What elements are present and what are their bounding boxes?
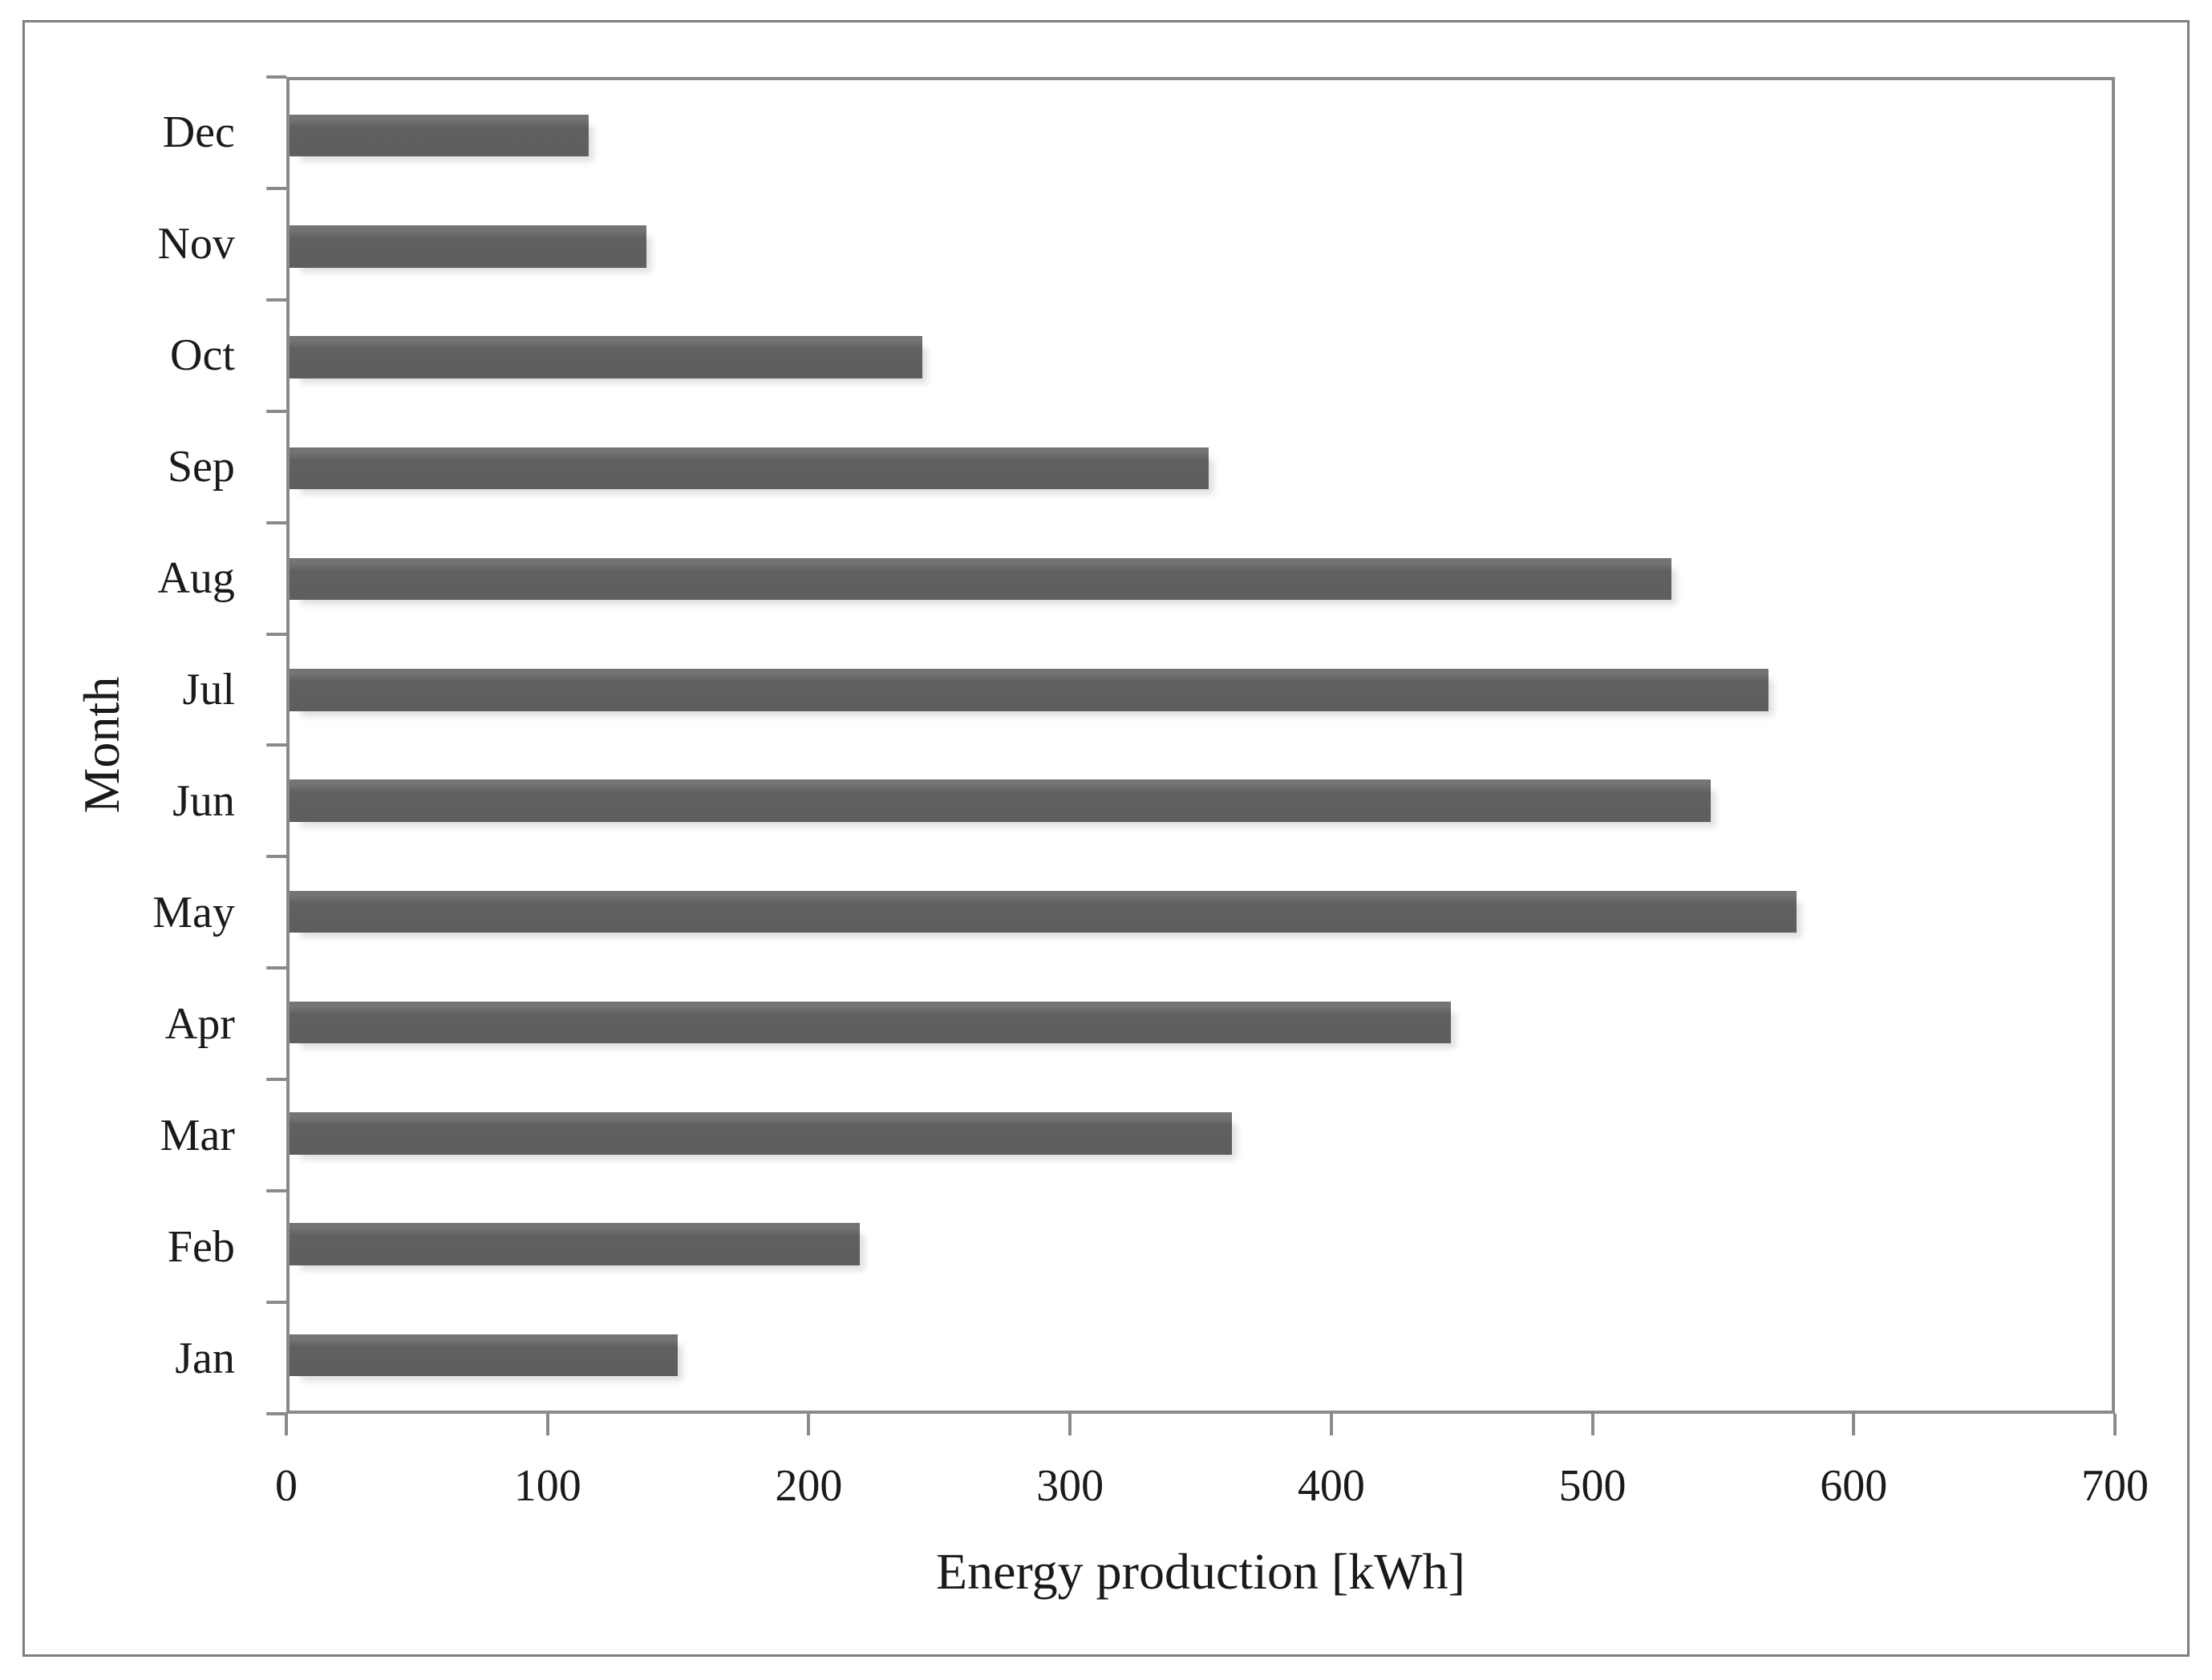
y-axis-tick [266, 409, 286, 413]
y-axis-tick [266, 1301, 286, 1305]
x-axis-tick [2113, 1413, 2117, 1436]
y-axis-title: Month [72, 677, 130, 814]
y-tick-label-may: May [152, 887, 235, 937]
bar-sep [289, 447, 1209, 490]
x-tick-label: 100 [513, 1461, 581, 1512]
bar-may [289, 890, 1797, 933]
y-axis-tick [266, 1189, 286, 1193]
bar-apr [289, 1001, 1451, 1044]
x-axis-tick [1329, 1413, 1333, 1436]
x-tick-label: 400 [1297, 1461, 1365, 1512]
y-tick-label-dec: Dec [162, 107, 235, 158]
bar-nov [289, 225, 646, 268]
y-tick-label-apr: Apr [164, 998, 235, 1049]
bar-oct [289, 336, 922, 379]
y-tick-label-mar: Mar [160, 1110, 235, 1160]
y-axis-tick [266, 298, 286, 302]
y-axis-tick [266, 855, 286, 859]
x-tick-label: 700 [2080, 1461, 2149, 1512]
x-axis-title: Energy production [kWh] [936, 1542, 1465, 1600]
bar-feb [289, 1223, 860, 1265]
y-axis-tick [266, 186, 286, 190]
x-tick-label: 300 [1036, 1461, 1104, 1512]
figure-border [22, 20, 2190, 1657]
x-axis-tick [1852, 1413, 1856, 1436]
bar-mar [289, 1112, 1232, 1155]
bar-jun [289, 779, 1712, 822]
bar-dec [289, 114, 589, 157]
y-tick-label-feb: Feb [167, 1221, 235, 1272]
y-axis-tick [266, 966, 286, 970]
bar-jul [289, 669, 1768, 711]
x-axis-tick [807, 1413, 811, 1436]
x-tick-label: 600 [1820, 1461, 1888, 1512]
y-tick-label-jun: Jun [172, 775, 235, 826]
y-tick-label-aug: Aug [157, 553, 235, 604]
x-tick-label: 500 [1558, 1461, 1627, 1512]
x-axis-tick [1068, 1413, 1072, 1436]
y-tick-label-jan: Jan [175, 1333, 235, 1383]
y-tick-label-sep: Sep [167, 442, 235, 492]
y-axis-tick [266, 75, 286, 79]
bar-aug [289, 557, 1672, 601]
x-axis-tick [545, 1413, 549, 1436]
y-axis-tick [266, 520, 286, 524]
y-axis-tick [266, 1078, 286, 1082]
bar-jan [289, 1334, 678, 1377]
y-axis-tick [266, 1411, 286, 1415]
y-axis-tick [266, 743, 286, 747]
x-tick-label: 200 [775, 1461, 843, 1512]
x-axis-tick [1590, 1413, 1594, 1436]
y-tick-label-nov: Nov [157, 219, 235, 269]
y-tick-label-jul: Jul [182, 665, 235, 715]
y-tick-label-oct: Oct [170, 330, 235, 381]
y-axis-tick [266, 632, 286, 636]
x-axis-tick [284, 1413, 288, 1436]
plot-area [286, 76, 2115, 1414]
x-tick-label: 0 [274, 1461, 298, 1512]
